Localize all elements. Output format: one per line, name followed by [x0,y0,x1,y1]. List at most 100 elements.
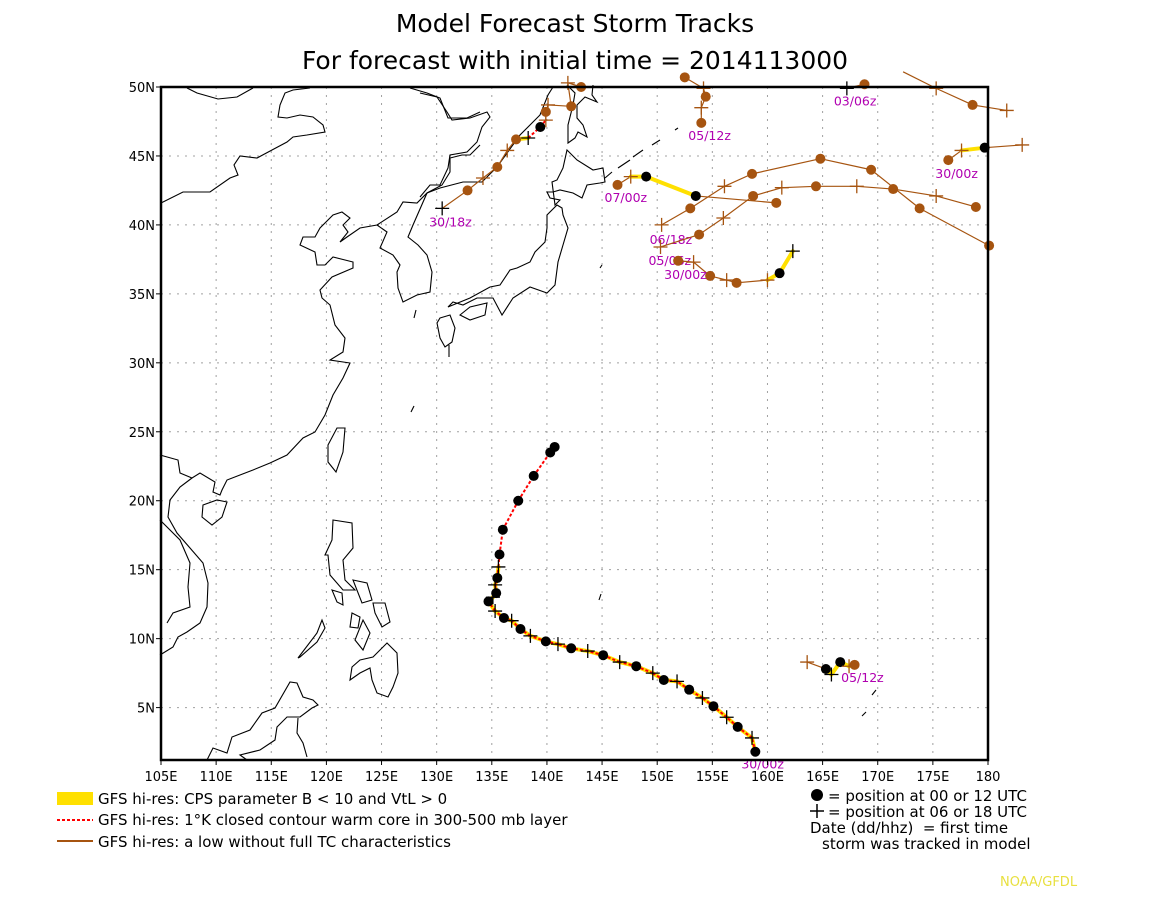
position-00-12-marker [535,121,546,132]
position-00-12-marker [774,268,785,279]
storm-track [902,71,1014,118]
position-00-12-marker [673,255,684,266]
position-06-18-marker [745,730,760,745]
position-00-12-marker [492,572,503,583]
position-00-12-marker [598,650,609,661]
lon-tick-label: 130E [420,770,453,785]
title-line-2: For forecast with initial time = 2014113… [302,46,848,75]
position-00-12-marker [731,277,742,288]
low-track-segment [972,104,1007,112]
position-00-12-marker [679,72,690,83]
axis-ticks: 5N 10N 15N 20N 25N 30N 35N 40N 45N 50N 105E 110E 115… [129,81,1001,785]
lon-tick-label: 170E [861,770,894,785]
position-00-12-marker [771,197,782,208]
lon-tick-label: 110E [200,770,233,785]
position-00-12-marker [943,155,954,166]
lat-tick-label: 40N [129,219,155,234]
lon-tick-label: 165E [806,770,839,785]
position-06-18-marker [849,179,864,194]
low-track-segment [902,71,937,89]
position-00-12-marker [540,106,551,117]
position-00-12-marker [708,701,719,712]
position-06-18-marker [719,273,734,288]
position-00-12-marker [700,91,711,102]
position-06-18-marker [653,239,668,254]
position-06-18-marker [475,171,490,186]
position-06-18-marker [774,180,789,195]
position-00-12-marker [491,588,502,599]
position-06-18-marker [488,604,503,619]
position-06-18-marker [695,690,710,705]
position-00-12-marker [694,229,705,240]
position-00-12-marker [967,99,978,110]
position-00-12-marker [540,636,551,647]
track-start-label: 30/00z [664,267,707,282]
lon-tick-label: 150E [641,770,674,785]
position-00-12-marker [641,171,652,182]
legend-low-label: GFS hi-res: a low without full TC charac… [98,833,451,851]
position-06-18-marker [929,81,944,96]
position-06-18-marker [760,273,775,288]
position-06-18-marker [839,81,854,96]
storm-track: 30/00z [483,441,784,772]
low-track-segment [689,185,725,209]
position-00-12-marker [658,675,669,686]
warm-core-track-segment [501,500,520,531]
low-track-segment [935,87,973,106]
position-00-12-marker [684,684,695,695]
position-06-18-marker [550,637,565,652]
plus-symbol-icon [810,804,824,818]
warm-core-track-segment [487,600,496,612]
position-06-18-marker [623,169,638,184]
low-track-segment [893,188,937,197]
lon-tick-label: 160E [751,770,784,785]
position-00-12-marker [696,117,707,128]
position-00-12-marker [462,185,473,196]
low-track-segment [724,173,753,187]
lon-tick-label: 125E [365,770,398,785]
legend: GFS hi-res: CPS parameter B < 10 and VtL… [57,790,568,851]
position-06-18-marker [580,644,595,659]
position-00-12-marker [815,153,826,164]
lat-tick-label: 20N [129,495,155,510]
date-note-1: Date (dd/hhz) = first time [810,819,1008,837]
storm-track: 30/00z [664,244,800,288]
storm-track: 07/00z [605,169,782,208]
storm-track: 03/06z [834,79,877,108]
position-06-18-marker [694,100,709,115]
track-start-label: 03/06z [834,93,877,108]
lon-tick-label: 135E [475,770,508,785]
position-06-18-marker [541,97,556,112]
track-start-label: 06/18z [650,232,693,247]
credit-text: NOAA/GFDL [1000,875,1078,890]
lat-tick-label: 25N [129,426,155,441]
low-track-segment [723,195,754,219]
warm-core-track-segment [527,126,541,139]
position-06-18-marker [686,255,701,270]
lon-tick-label: 105E [144,770,177,785]
lat-tick-label: 5N [137,702,155,717]
position-06-18-marker [954,143,969,158]
position-00-12-marker [566,101,577,112]
position-00-12-marker [748,190,759,201]
position-06-18-marker [717,179,732,194]
lon-tick-label: 175E [916,770,949,785]
warm-core-track-segment [635,665,654,675]
lat-tick-label: 45N [129,150,155,165]
lat-tick-label: 15N [129,564,155,579]
title-line-1: Model Forecast Storm Tracks [396,9,754,38]
position-00-12-marker [835,657,846,668]
position-06-18-marker [654,217,669,232]
low-track-segment [660,233,700,248]
position-06-18-marker [435,201,450,216]
position-06-18-marker [999,103,1014,118]
track-start-label: 30/00z [935,166,978,181]
storm-track: 05/12z [800,655,884,685]
storm-track: 05/12z [679,72,731,143]
low-track-segment [661,207,691,226]
lon-tick-label: 140E [530,770,563,785]
track-start-label: 05/12z [688,128,731,143]
position-00-12-marker [492,161,503,172]
position-00-12-marker [914,203,925,214]
